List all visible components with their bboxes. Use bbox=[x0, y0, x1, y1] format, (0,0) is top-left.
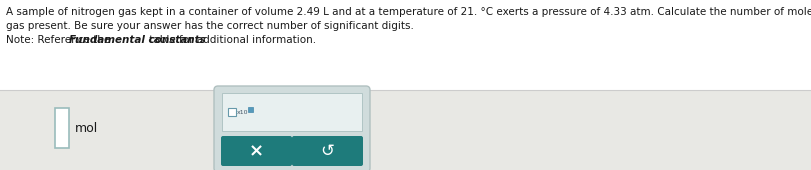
FancyBboxPatch shape bbox=[214, 86, 370, 170]
Text: Fundamental constants: Fundamental constants bbox=[69, 35, 205, 45]
Text: gas present. Be sure your answer has the correct number of significant digits.: gas present. Be sure your answer has the… bbox=[6, 21, 414, 31]
Text: Note: Reference the: Note: Reference the bbox=[6, 35, 114, 45]
Text: ×: × bbox=[249, 142, 264, 160]
FancyBboxPatch shape bbox=[228, 108, 236, 116]
FancyBboxPatch shape bbox=[221, 136, 292, 166]
FancyBboxPatch shape bbox=[247, 107, 253, 112]
Text: x10: x10 bbox=[237, 109, 248, 115]
Bar bbox=[0, 0, 811, 90]
Bar bbox=[0, 90, 811, 170]
Text: table for additional information.: table for additional information. bbox=[146, 35, 315, 45]
Text: mol: mol bbox=[75, 122, 98, 134]
FancyBboxPatch shape bbox=[221, 93, 362, 131]
Text: ↺: ↺ bbox=[320, 142, 334, 160]
FancyBboxPatch shape bbox=[55, 108, 69, 148]
FancyBboxPatch shape bbox=[292, 136, 363, 166]
Text: A sample of nitrogen gas kept in a container of volume 2.49 L and at a temperatu: A sample of nitrogen gas kept in a conta… bbox=[6, 7, 811, 17]
